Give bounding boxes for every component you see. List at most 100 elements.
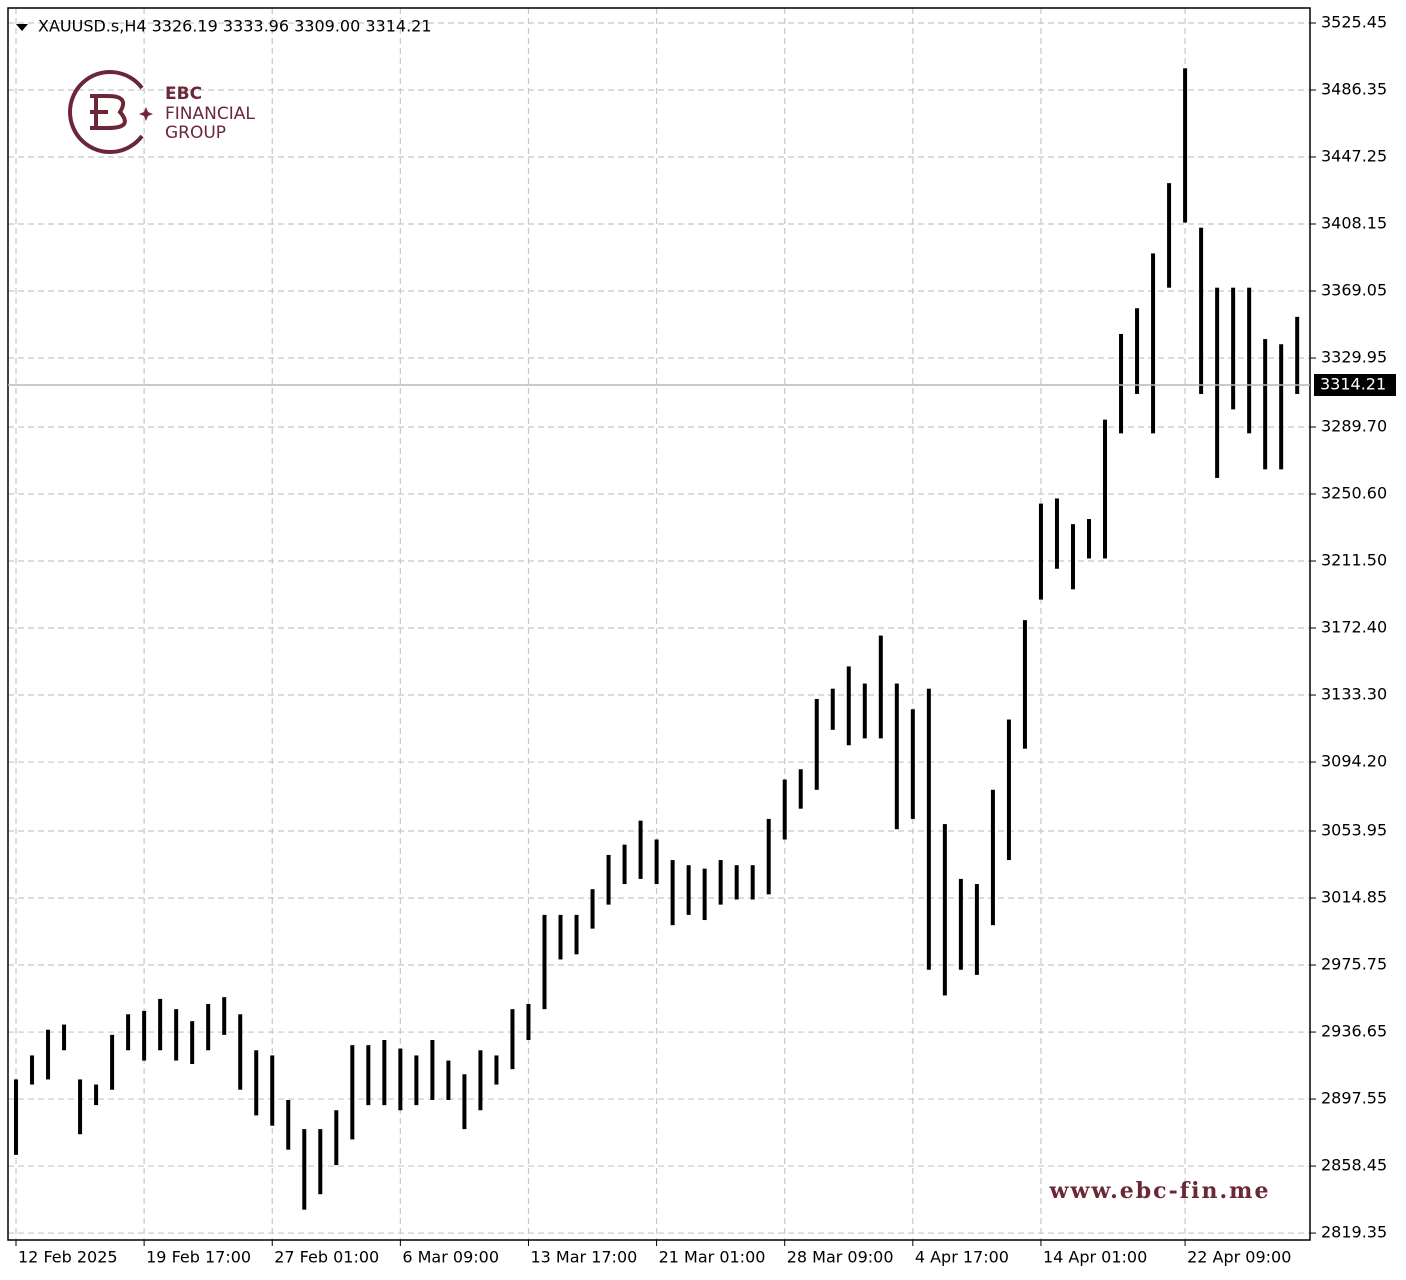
x-tick-label: 12 Feb 2025 [18,1248,118,1267]
price-bar [894,683,899,830]
price-bar [158,998,163,1051]
price-bar [558,914,563,960]
price-bar [702,868,707,921]
x-tick-label: 13 Mar 17:00 [530,1248,637,1267]
x-tick-label: 21 Mar 01:00 [659,1248,766,1267]
price-bar [590,889,595,929]
price-bar [910,709,915,819]
price-bar [286,1099,291,1150]
price-bar [62,1024,67,1051]
y-tick-label: 3369.05 [1321,281,1387,300]
bars [14,68,1300,1210]
price-bar [430,1040,435,1100]
price-bar [942,824,947,996]
price-bar [1279,344,1284,470]
y-tick-label: 3486.35 [1321,80,1387,99]
price-bar [798,769,803,809]
y-tick-label: 2858.45 [1321,1156,1387,1175]
price-bar [366,1045,371,1106]
price-bar [766,818,771,895]
price-bar [1086,519,1091,559]
price-bar [526,1004,531,1041]
logo-text: EBC [165,84,202,104]
price-bar [142,1010,147,1061]
y-tick-label: 2936.65 [1321,1022,1387,1041]
price-bar [1054,498,1059,569]
y-tick-label: 3053.95 [1321,821,1387,840]
price-bar [622,844,627,885]
price-bar [750,865,755,900]
price-bar [510,1009,515,1070]
price-bar [606,854,611,905]
x-tick-label: 27 Feb 01:00 [274,1248,379,1267]
price-bar [414,1055,419,1106]
y-tick-label: 2897.55 [1321,1089,1387,1108]
price-bar [78,1079,83,1135]
price-bar [638,820,643,879]
price-bar [846,666,851,746]
price-bar [206,1004,211,1051]
price-bar [1215,287,1220,478]
price-bar [926,688,931,970]
y-tick-label: 3133.30 [1321,685,1387,704]
price-bar [1070,524,1075,590]
y-tick-label: 3447.25 [1321,147,1387,166]
price-bar [1231,287,1236,410]
price-bar [110,1034,115,1090]
current-price-label: 3314.21 [1320,375,1386,394]
price-bar [30,1055,35,1085]
logo-mark [90,94,127,130]
x-tick-label: 6 Mar 09:00 [402,1248,499,1267]
price-bar [1119,333,1124,434]
price-bar [718,860,723,905]
price-bar [46,1029,51,1080]
y-tick-label: 3329.95 [1321,348,1387,367]
price-bar [14,1079,19,1155]
price-bar [462,1074,467,1130]
price-bar [334,1110,339,1166]
price-bar [734,865,739,900]
price-bar [1199,227,1204,394]
x-tick-label: 28 Mar 09:00 [787,1248,894,1267]
logo-text: FINANCIAL [165,104,255,124]
price-bar [574,914,579,955]
current-price-box [1314,374,1396,397]
price-bar [94,1084,99,1106]
price-bar [126,1014,131,1051]
price-bar [1135,308,1140,394]
price-bar [1247,287,1252,434]
price-bar [670,860,675,926]
x-tick-label: 14 Apr 01:00 [1043,1248,1147,1267]
price-bar [1183,68,1188,223]
price-bar [878,635,883,739]
price-bar [190,1021,195,1064]
price-bar [958,878,963,970]
price-bar [350,1045,355,1140]
price-bar [1022,620,1027,749]
y-tick-label: 3525.45 [1321,12,1387,31]
price-bar [1263,339,1268,470]
price-bar [1038,503,1043,600]
grid [8,8,1310,1240]
plot-frame [7,7,1311,1241]
y-tick-label: 3094.20 [1321,752,1387,771]
y-tick-label: 3211.50 [1321,551,1387,570]
logo-star [139,107,153,121]
price-bar [174,1009,179,1061]
chart-title: XAUUSD.s,H4 3326.19 3333.96 3309.00 3314… [38,17,432,36]
y-tick-label: 2975.75 [1321,955,1387,974]
x-tick-label: 22 Apr 09:00 [1187,1248,1291,1267]
price-bar [686,865,691,915]
y-tick-label: 3408.15 [1321,214,1387,233]
x-tick-label: 19 Feb 17:00 [146,1248,251,1267]
price-bar [1103,419,1108,559]
price-bar [254,1050,259,1116]
dropdown-icon [16,24,28,31]
logo: EBC FINANCIAL GROUP [68,70,255,154]
price-bar [814,698,819,790]
price-bar [542,914,547,1010]
price-bar [782,779,787,840]
y-tick-label: 3289.70 [1321,417,1387,436]
